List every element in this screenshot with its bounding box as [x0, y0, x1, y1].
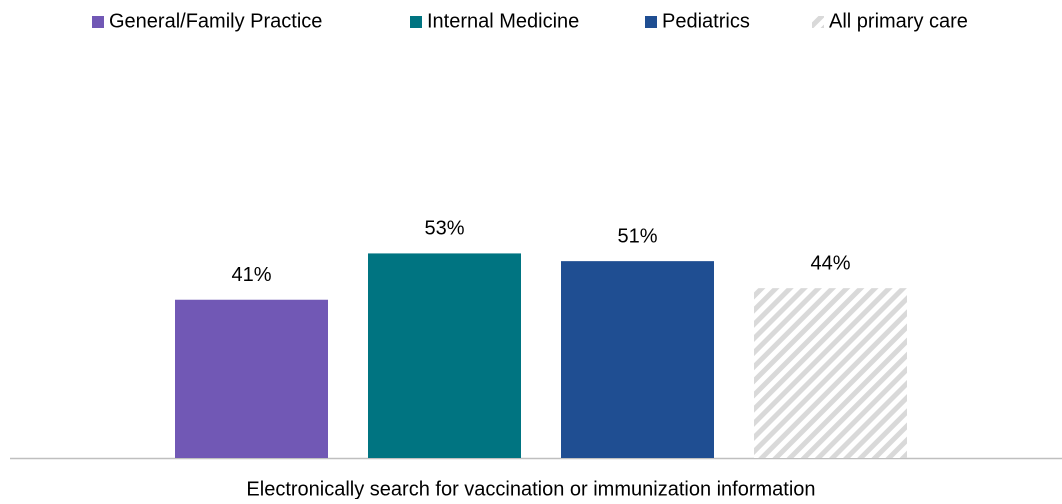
bar — [754, 288, 907, 458]
legend-swatch — [92, 16, 104, 28]
bar — [175, 299, 328, 458]
legend-label: All primary care — [829, 10, 968, 32]
legend-label: Pediatrics — [662, 10, 750, 32]
bar — [561, 261, 714, 458]
category-label: Electronically search for vaccination or… — [246, 478, 815, 499]
bar — [368, 253, 521, 458]
legend-label: General/Family Practice — [109, 10, 322, 32]
legend-label: Internal Medicine — [427, 10, 579, 32]
value-label: 53% — [424, 218, 464, 240]
legend-swatch — [410, 16, 422, 28]
legend-swatch — [645, 16, 657, 28]
legend-swatch — [812, 16, 824, 28]
value-label: 44% — [810, 252, 850, 274]
value-label: 51% — [617, 225, 657, 247]
value-label: 41% — [231, 264, 271, 286]
